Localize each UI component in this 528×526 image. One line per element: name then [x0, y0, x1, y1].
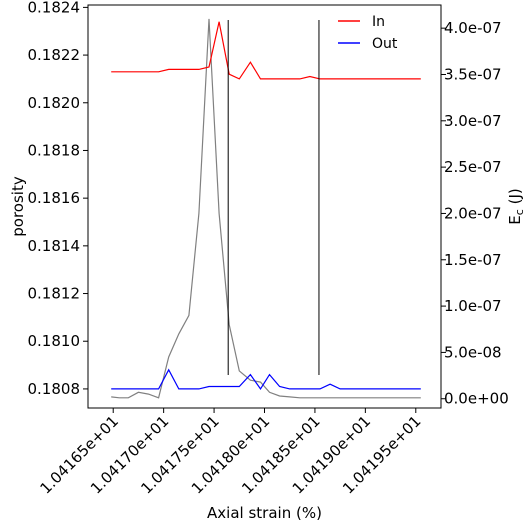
plot-frame [87, 4, 442, 409]
y-left-tick-label: 0.1816 [28, 189, 81, 207]
y-left-tick-label: 0.1808 [28, 380, 81, 398]
y-right-tick-label: 1.5e-07 [444, 251, 502, 269]
y-right-tick-label: 3.5e-07 [444, 65, 502, 83]
y-right-tick-label: 3.0e-07 [444, 112, 502, 130]
series-line-in [111, 21, 421, 80]
y-left-tick-label: 0.1820 [28, 94, 81, 112]
series-line-out [111, 368, 421, 390]
y-left-tick-label: 0.1818 [28, 141, 81, 159]
y-right-tick-label: 0.0e+00 [444, 390, 509, 408]
y-right-tick-label: 5.0e-08 [444, 343, 502, 361]
x-axis-label: Axial strain (%) [207, 504, 322, 522]
legend-label-in: In [372, 14, 385, 30]
legend: In Out [338, 14, 398, 52]
y-left-tick-label: 0.1822 [28, 46, 81, 64]
y-right-tick-label: 2.5e-07 [444, 158, 502, 176]
series-layer [111, 18, 421, 399]
legend-label-out: Out [372, 36, 398, 52]
y-right-tick-label: 1.0e-07 [444, 297, 502, 315]
y-axis-label-left: porosity [9, 176, 27, 237]
y-left-tick-label: 0.1814 [28, 237, 81, 255]
series-line-energy [111, 18, 421, 399]
y-right-tick-label: 4.0e-07 [444, 19, 502, 37]
left-y-axis-ticks: 0.1808 0.1810 0.1812 0.1814 0.1816 0.1818 0.18… [28, 0, 88, 398]
y-right-tick-label: 2.0e-07 [444, 204, 502, 222]
y-axis-label-right: Ec (J) [506, 188, 526, 224]
right-y-axis-ticks: 0.0e+00 5.0e-08 1.0e-07 1.5e-07 2.0e-07 2.5e-… [441, 19, 509, 408]
y-left-tick-label: 0.1824 [28, 0, 81, 16]
vertical-marker-lines [227, 20, 320, 375]
y-left-tick-label: 0.1812 [28, 285, 81, 303]
x-axis-ticks: 1.04165e+011.04170e+011.04175e+011.04180… [37, 408, 425, 498]
y-left-tick-label: 0.1810 [28, 332, 81, 350]
